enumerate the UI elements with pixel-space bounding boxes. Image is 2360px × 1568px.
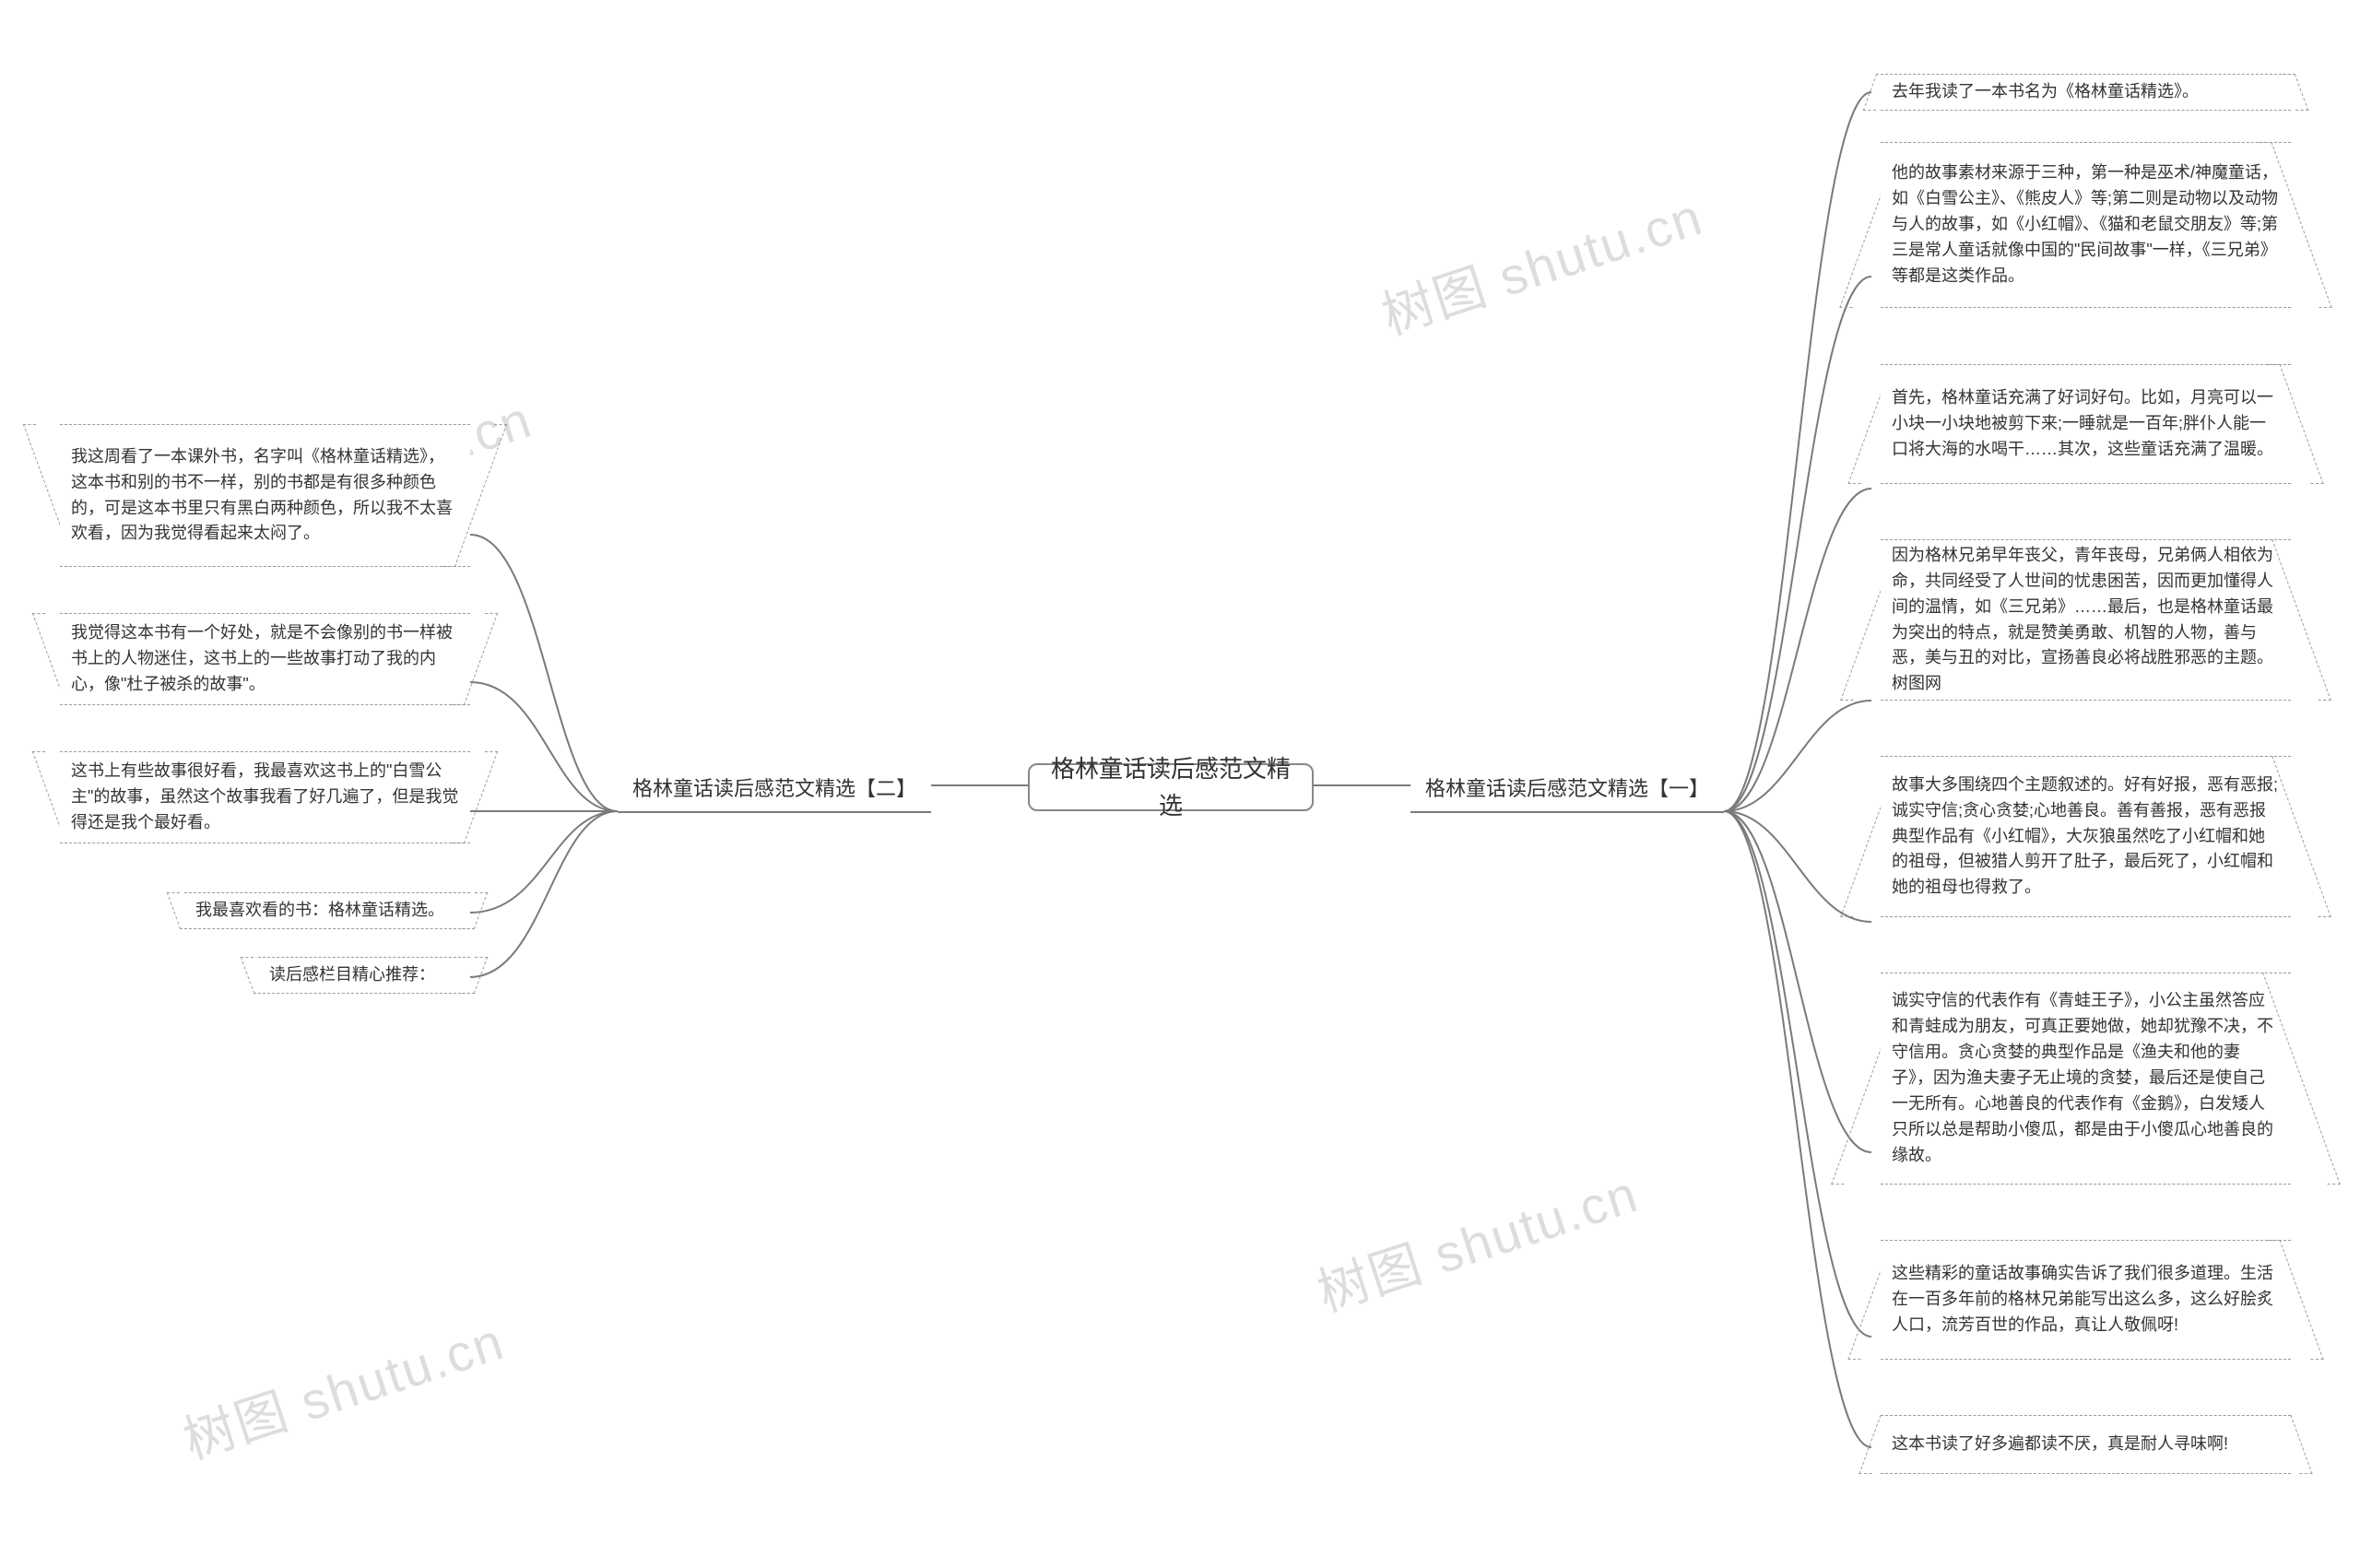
leaf-left-3: 我最喜欢看的书：格林童话精选。 <box>184 892 470 929</box>
branch-left: 格林童话读后感范文精选【二】 <box>618 771 931 808</box>
leaf-right-1: 他的故事素材来源于三种，第一种是巫术/神魔童话，如《白雪公主》、《熊皮人》等;第… <box>1881 142 2291 308</box>
leaf-right-6: 这些精彩的童话故事确实告诉了我们很多道理。生活在一百多年前的格林兄弟能写出这么多… <box>1881 1240 2291 1360</box>
leaf-left-4: 读后感栏目精心推荐： <box>258 957 470 994</box>
leaf-left-1: 我觉得这本书有一个好处，就是不会像别的书一样被书上的人物迷住，这书上的一些故事打… <box>60 613 470 705</box>
leaf-left-0: 我这周看了一本课外书，名字叫《格林童话精选》，这本书和别的书不一样，别的书都是有… <box>60 424 470 567</box>
watermark: 树图 shutu.cn <box>1371 175 1711 349</box>
mindmap-canvas: 树图 shutu.cn 树图 shutu.cn 树图 shutu.cn 树图 s… <box>0 0 2360 1568</box>
root-node: 格林童话读后感范文精选 <box>1028 763 1314 811</box>
leaf-right-7: 这本书读了好多遍都读不厌，真是耐人寻味啊! <box>1881 1415 2291 1474</box>
watermark: 树图 shutu.cn <box>172 1300 513 1474</box>
leaf-right-2: 首先，格林童话充满了好词好句。比如，月亮可以一小块一小块地被剪下来;一睡就是一百… <box>1881 364 2291 484</box>
leaf-right-5: 诚实守信的代表作有《青蛙王子》，小公主虽然答应和青蛙成为朋友，可真正要她做，她却… <box>1881 973 2291 1185</box>
branch-underline <box>618 811 931 813</box>
watermark: 树图 shutu.cn <box>1306 1152 1646 1326</box>
branch-right: 格林童话读后感范文精选【一】 <box>1410 771 1724 808</box>
leaf-right-3: 因为格林兄弟早年丧父，青年丧母，兄弟俩人相依为命，共同经受了人世间的忧患困苦，因… <box>1881 539 2291 701</box>
branch-underline <box>1410 811 1724 813</box>
leaf-right-0: 去年我读了一本书名为《格林童话精选》。 <box>1881 74 2291 111</box>
leaf-right-4: 故事大多围绕四个主题叙述的。好有好报，恶有恶报;诚实守信;贪心贪婪;心地善良。善… <box>1881 756 2291 917</box>
leaf-left-2: 这书上有些故事很好看，我最喜欢这书上的"白雪公主"的故事，虽然这个故事我看了好几… <box>60 751 470 843</box>
